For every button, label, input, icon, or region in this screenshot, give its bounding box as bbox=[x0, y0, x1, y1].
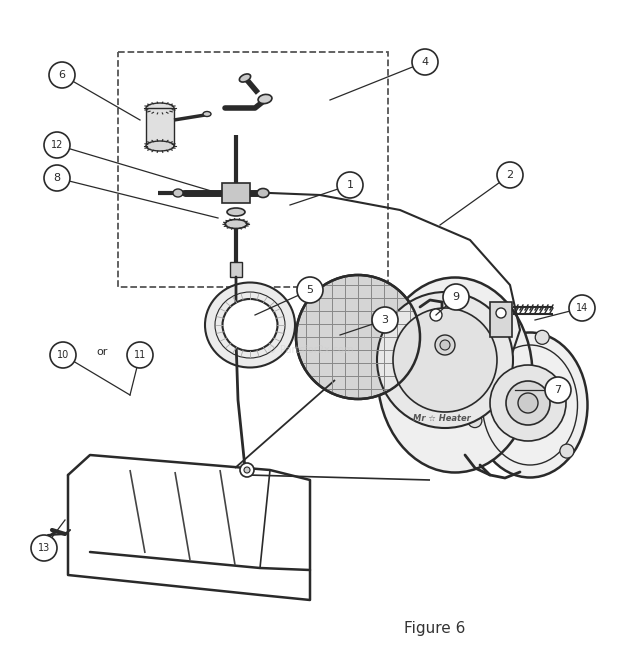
Circle shape bbox=[337, 172, 363, 198]
Bar bbox=[146, 108, 174, 146]
Ellipse shape bbox=[173, 189, 183, 197]
Circle shape bbox=[244, 467, 250, 473]
Circle shape bbox=[44, 132, 70, 158]
Text: or: or bbox=[96, 347, 108, 357]
Text: 4: 4 bbox=[422, 57, 428, 67]
Ellipse shape bbox=[223, 299, 278, 351]
Text: 7: 7 bbox=[554, 385, 562, 395]
Circle shape bbox=[518, 393, 538, 413]
Ellipse shape bbox=[257, 189, 269, 197]
Bar bbox=[490, 302, 512, 337]
Circle shape bbox=[296, 275, 420, 399]
Circle shape bbox=[468, 414, 482, 428]
Bar bbox=[230, 262, 242, 277]
Circle shape bbox=[31, 535, 57, 561]
Text: 3: 3 bbox=[381, 315, 389, 325]
Circle shape bbox=[497, 162, 523, 188]
Ellipse shape bbox=[225, 219, 247, 229]
Circle shape bbox=[127, 342, 153, 368]
Circle shape bbox=[377, 292, 513, 428]
Circle shape bbox=[496, 308, 506, 318]
Ellipse shape bbox=[378, 277, 533, 472]
Ellipse shape bbox=[258, 95, 272, 103]
Ellipse shape bbox=[146, 141, 174, 151]
Text: 2: 2 bbox=[507, 170, 513, 180]
Text: 10: 10 bbox=[57, 350, 69, 360]
Circle shape bbox=[545, 377, 571, 403]
Circle shape bbox=[412, 49, 438, 75]
Circle shape bbox=[535, 330, 549, 344]
Circle shape bbox=[297, 277, 323, 303]
Text: 11: 11 bbox=[134, 350, 146, 360]
Text: 13: 13 bbox=[38, 543, 50, 553]
Text: 9: 9 bbox=[453, 292, 459, 302]
Circle shape bbox=[506, 381, 550, 425]
Circle shape bbox=[49, 62, 75, 88]
Text: 1: 1 bbox=[347, 180, 353, 190]
Ellipse shape bbox=[239, 74, 250, 82]
Circle shape bbox=[50, 342, 76, 368]
Text: 5: 5 bbox=[306, 285, 314, 295]
Text: Mr ☆ Heater: Mr ☆ Heater bbox=[413, 414, 471, 422]
Circle shape bbox=[372, 307, 398, 333]
Ellipse shape bbox=[203, 111, 211, 117]
Circle shape bbox=[440, 340, 450, 350]
Circle shape bbox=[490, 365, 566, 441]
Circle shape bbox=[44, 165, 70, 191]
Circle shape bbox=[443, 284, 469, 310]
Circle shape bbox=[560, 444, 574, 458]
Circle shape bbox=[435, 335, 455, 355]
Text: 14: 14 bbox=[576, 303, 588, 313]
Text: Figure 6: Figure 6 bbox=[404, 620, 466, 636]
Ellipse shape bbox=[227, 208, 245, 216]
Bar bbox=[118, 52, 388, 287]
Text: 6: 6 bbox=[58, 70, 66, 80]
Ellipse shape bbox=[146, 103, 174, 113]
Circle shape bbox=[240, 463, 254, 477]
Circle shape bbox=[393, 308, 497, 412]
Bar bbox=[222, 183, 250, 203]
Text: © Partsfor2x.com: © Partsfor2x.com bbox=[267, 345, 353, 355]
Circle shape bbox=[430, 309, 442, 321]
Text: 12: 12 bbox=[51, 140, 63, 150]
Circle shape bbox=[569, 295, 595, 321]
Text: 8: 8 bbox=[53, 173, 61, 183]
Ellipse shape bbox=[205, 283, 295, 368]
Ellipse shape bbox=[472, 333, 588, 478]
